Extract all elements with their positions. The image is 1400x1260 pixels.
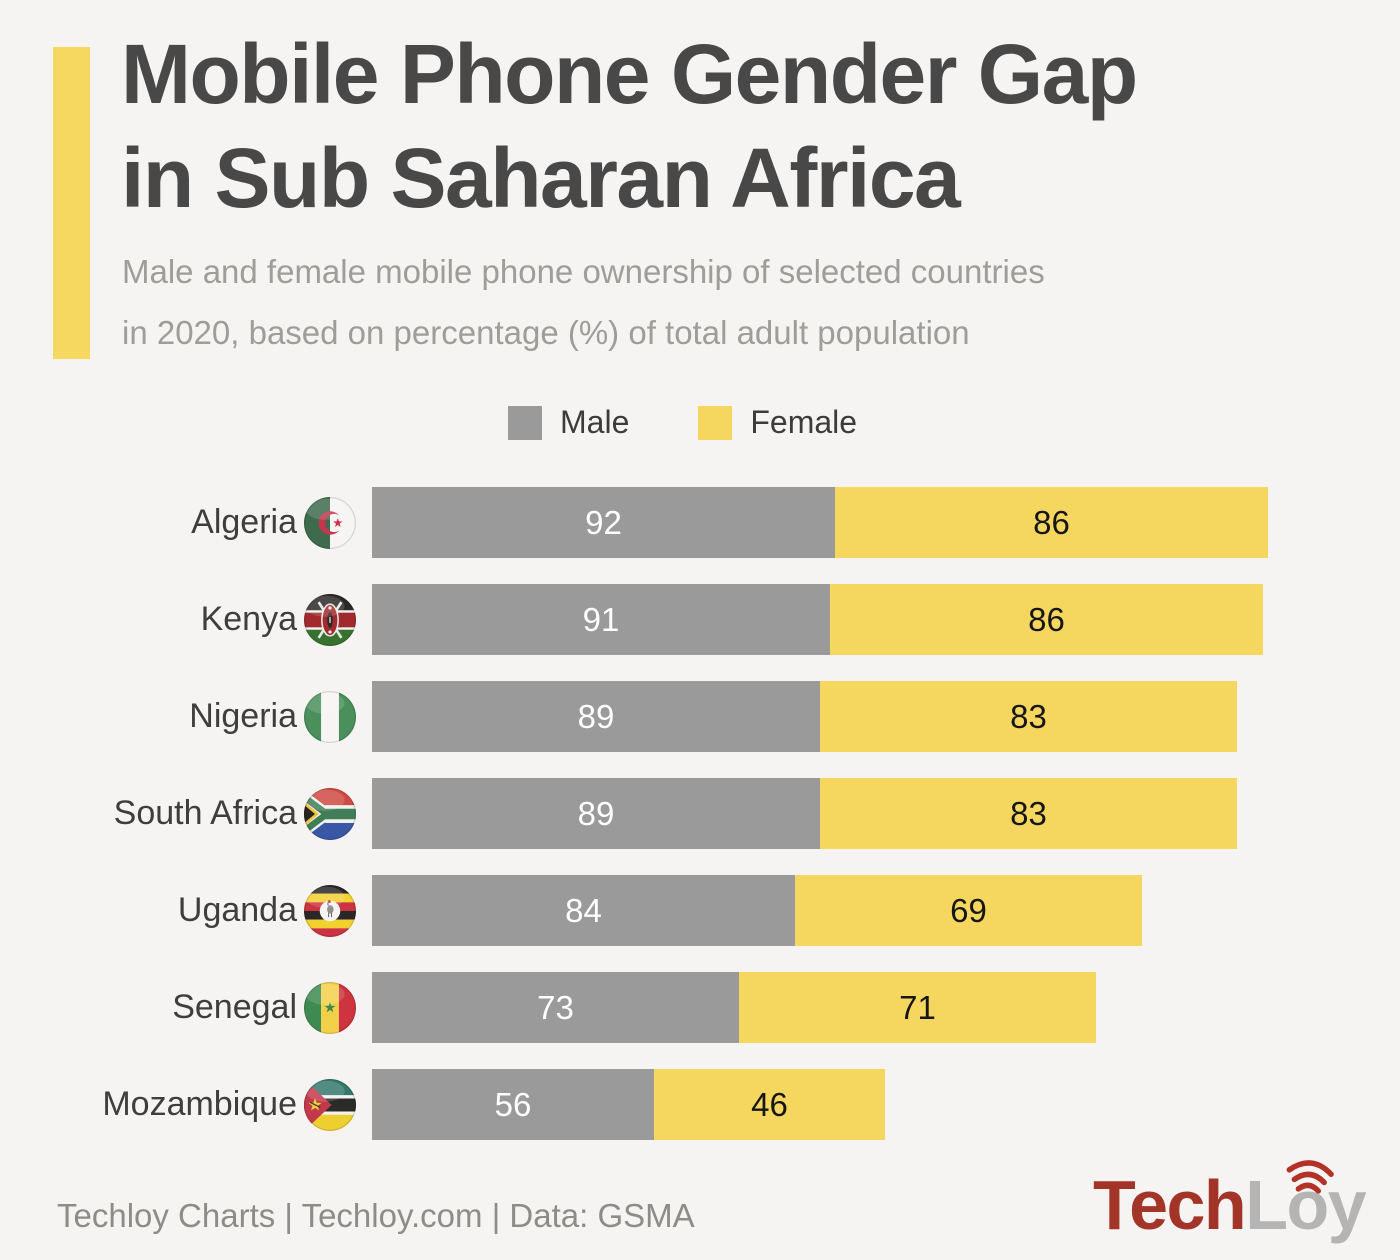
country-label: Uganda (177, 891, 297, 929)
chart-row-senegal: Senegal 73 71 (0, 972, 1400, 1043)
legend-label: Male (560, 404, 630, 440)
male-value-label: 73 (537, 988, 574, 1026)
chart-row-uganda: Uganda 84 69 (0, 875, 1400, 946)
chart-subtitle: Male and female mobile phone ownership o… (122, 253, 1045, 351)
row-label-cell: Nigeria (0, 690, 356, 743)
legend: Male Female (508, 404, 926, 441)
south-africa-flag (304, 787, 356, 840)
chart-row-algeria: Algeria 92 86 (0, 487, 1400, 558)
chart-row-south-africa: South Africa 89 83 (0, 778, 1400, 849)
row-label-cell: Kenya (0, 593, 356, 646)
female-value-label: 69 (950, 891, 987, 929)
male-value-label: 89 (577, 794, 615, 832)
legend-swatch-male (508, 405, 542, 440)
logo-text-tech: Tech (1093, 1166, 1247, 1244)
chart-row-kenya: Kenya 91 86 (0, 584, 1400, 655)
chart-row-mozambique: Mozambique 56 46 (0, 1069, 1400, 1140)
female-bar-segment: 83 (820, 681, 1237, 752)
country-label: Kenya (200, 600, 297, 638)
female-bar-segment: 71 (739, 972, 1096, 1043)
source-credit: Techloy Charts | Techloy.com | Data: GSM… (57, 1197, 695, 1234)
male-bar-segment: 56 (372, 1069, 654, 1140)
female-value-label: 86 (1028, 600, 1065, 638)
uganda-flag (304, 884, 356, 937)
female-bar-segment: 46 (654, 1069, 885, 1140)
nigeria-flag (304, 690, 356, 743)
row-label-cell: Senegal (0, 981, 356, 1034)
country-label: Algeria (191, 503, 297, 541)
row-label-cell: Algeria (0, 496, 356, 549)
chart-title: Mobile Phone Gender Gap in Sub Saharan A… (121, 27, 1138, 225)
row-label-cell: Uganda (0, 884, 356, 937)
male-bar-segment: 84 (372, 875, 795, 946)
female-bar-segment: 86 (835, 487, 1268, 558)
female-bar-segment: 86 (830, 584, 1263, 655)
male-value-label: 84 (565, 891, 602, 929)
female-value-label: 71 (899, 988, 936, 1026)
male-bar-segment: 73 (372, 972, 739, 1043)
male-bar-segment: 92 (372, 487, 835, 558)
female-value-label: 86 (1033, 503, 1070, 541)
male-value-label: 92 (585, 503, 622, 541)
male-value-label: 89 (577, 697, 615, 735)
male-bar-segment: 89 (372, 681, 820, 752)
title-accent-bar (53, 47, 90, 359)
algeria-flag (304, 496, 356, 549)
country-label: Nigeria (189, 697, 297, 735)
country-label: Mozambique (102, 1085, 297, 1123)
legend-label: Female (750, 404, 858, 440)
female-value-label: 83 (1010, 697, 1047, 735)
mozambique-flag (304, 1078, 356, 1131)
legend-item-female: Female (698, 404, 857, 441)
techloy-logo: TechLoy (1093, 1160, 1393, 1260)
row-label-cell: Mozambique (0, 1078, 356, 1131)
female-bar-segment: 69 (795, 875, 1142, 946)
male-value-label: 56 (494, 1085, 532, 1123)
male-bar-segment: 91 (372, 584, 830, 655)
signal-arcs-icon (1286, 1160, 1334, 1194)
logo-text-loy: Loy (1245, 1166, 1366, 1244)
male-value-label: 91 (582, 600, 620, 638)
legend-swatch-female (698, 405, 733, 440)
row-label-cell: South Africa (0, 787, 356, 840)
female-value-label: 46 (751, 1085, 788, 1123)
female-value-label: 83 (1010, 794, 1047, 832)
chart-row-nigeria: Nigeria 89 83 (0, 681, 1400, 752)
country-label: South Africa (113, 794, 297, 832)
country-label: Senegal (172, 988, 297, 1026)
stacked-bar-chart: Algeria 92 86 Kenya 91 86 Nigeria (0, 487, 1400, 1166)
male-bar-segment: 89 (372, 778, 820, 849)
senegal-flag (304, 981, 356, 1034)
kenya-flag (304, 593, 356, 646)
female-bar-segment: 83 (820, 778, 1237, 849)
legend-item-male: Male (508, 404, 629, 441)
